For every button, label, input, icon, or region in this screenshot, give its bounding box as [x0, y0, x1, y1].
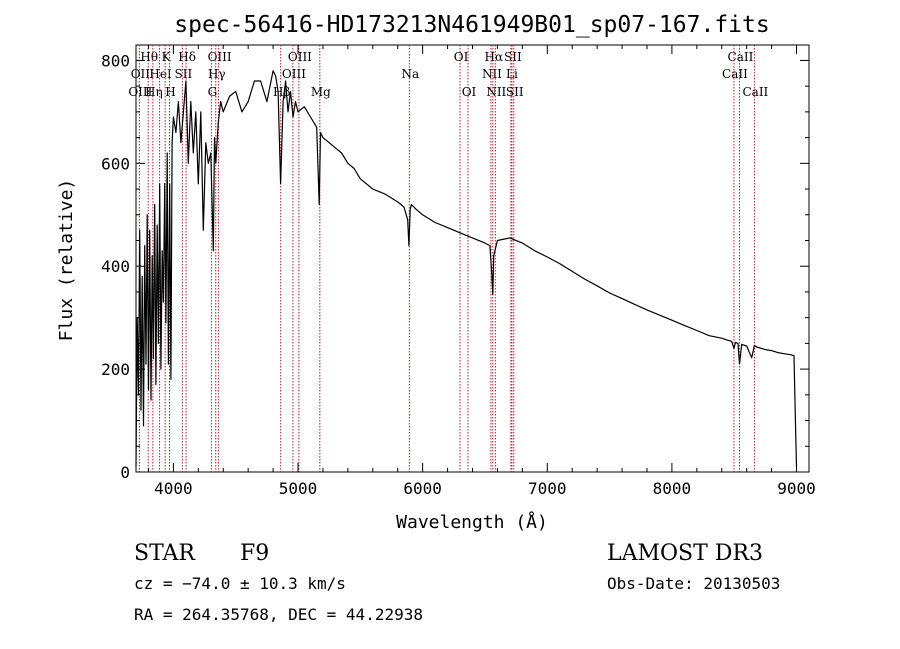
line-marker-label: OIII [282, 67, 306, 81]
object-class: STAR [134, 541, 196, 566]
survey-label: LAMOST DR3 [607, 541, 763, 566]
line-marker-label: OI [454, 50, 469, 64]
redshift-text: cz = −74.0 ± 10.3 km/s [134, 574, 346, 593]
line-marker-label: SII [504, 50, 522, 64]
line-marker-label: Hβ [273, 85, 290, 99]
line-marker-label: CaII [742, 85, 768, 99]
coordinates-text: RA = 264.35768, DEC = 44.22938 [134, 605, 423, 624]
x-tick-label: 8000 [653, 479, 692, 498]
x-axis-label: Wavelength (Å) [396, 511, 548, 533]
line-marker-label: Hθ [140, 50, 158, 64]
line-marker-label: CaII [722, 67, 748, 81]
x-tick-label: 9000 [777, 479, 816, 498]
line-marker-label: Hη [145, 85, 163, 99]
y-axis: 0 200 400 600 800 [101, 51, 809, 482]
y-tick-label: 800 [101, 51, 130, 70]
line-marker-label: K [162, 50, 172, 64]
line-marker-label: NII [482, 67, 502, 81]
y-tick-label: 200 [101, 360, 130, 379]
line-marker-label: OIII [288, 50, 312, 64]
x-axis: 4000 5000 6000 7000 8000 9000 [147, 45, 816, 498]
line-marker-label: OII [131, 67, 151, 81]
line-marker-label: OIII [128, 85, 152, 99]
object-subclass: F9 [240, 541, 269, 566]
line-marker-label: Hα [485, 50, 504, 64]
y-tick-label: 0 [120, 463, 130, 482]
line-marker-label: CaII [728, 50, 754, 64]
x-tick-label: 7000 [528, 479, 567, 498]
line-marker-label: SII [506, 85, 524, 99]
line-marker-label: Na [401, 67, 419, 81]
line-marker-label: Hδ [178, 50, 196, 64]
line-marker-label: SII [175, 67, 193, 81]
x-tick-label: 4000 [154, 479, 193, 498]
line-marker-label: Mg [311, 85, 331, 99]
y-tick-label: 400 [101, 257, 130, 276]
line-marker-label: NII [486, 85, 506, 99]
line-marker-label: H [165, 85, 175, 99]
spectrum-line [135, 70, 798, 467]
line-marker-label: G [208, 85, 218, 99]
line-marker-label: OIII [208, 50, 232, 64]
obs-date-text: Obs-Date: 20130503 [607, 574, 780, 593]
x-tick-label: 5000 [279, 479, 318, 498]
line-marker-label: OI [462, 85, 477, 99]
line-marker-label: Hγ [208, 67, 226, 81]
y-tick-label: 600 [101, 154, 130, 173]
line-marker-label: Li [506, 67, 518, 81]
plot-frame [135, 44, 810, 473]
x-tick-label: 6000 [403, 479, 442, 498]
chart-title: spec-56416-HD173213N461949B01_sp07-167.f… [174, 12, 769, 38]
line-marker-label: HeI [149, 67, 172, 81]
y-axis-label: Flux (relative) [56, 179, 77, 342]
